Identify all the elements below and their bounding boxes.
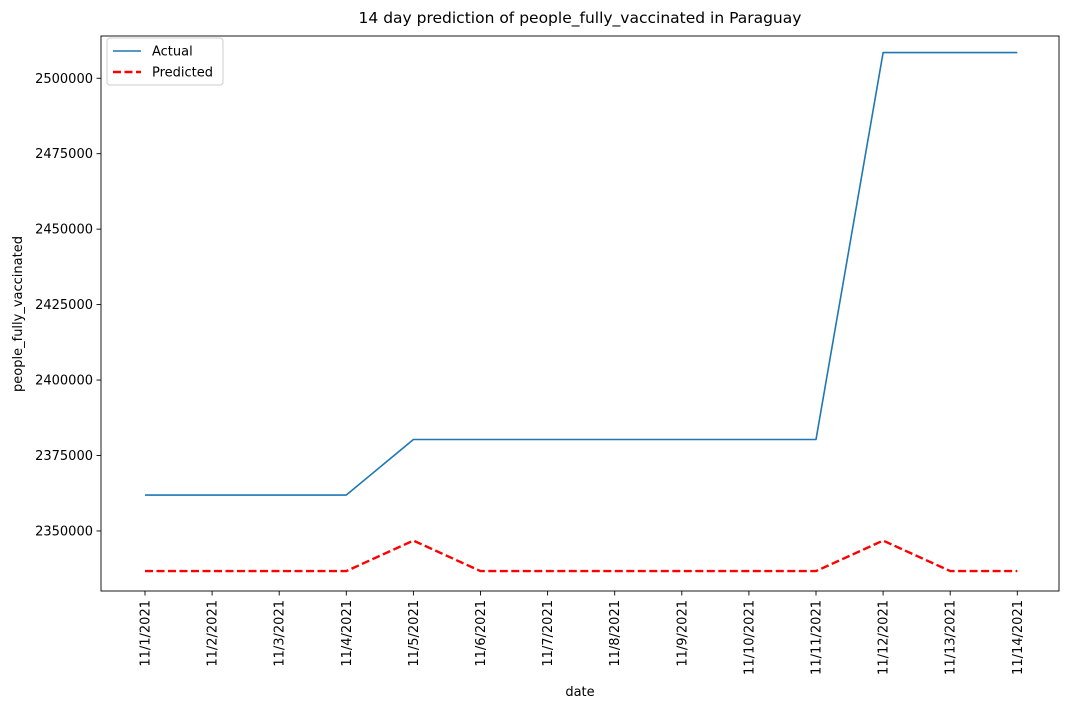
plot-area [145, 51, 1018, 573]
legend-box [106, 37, 224, 86]
x-tick-label: 11/11/2021 [810, 600, 825, 675]
x-tick-label: 11/5/2021 [407, 600, 422, 667]
x-tick-label: 11/1/2021 [139, 600, 154, 667]
x-tick-label: 11/4/2021 [340, 600, 355, 667]
y-tick-label: 2400000 [35, 374, 93, 389]
chart-title: 14 day prediction of people_fully_vaccin… [359, 9, 802, 28]
x-tick-label: 11/10/2021 [742, 600, 757, 675]
y-tick-label: 2450000 [35, 223, 93, 238]
legend: Actual Predicted [106, 37, 224, 86]
axes-frame [100, 35, 1060, 592]
y-tick-label: 2350000 [35, 524, 93, 539]
series-line-predicted [145, 539, 1018, 573]
y-tick-label: 2500000 [35, 72, 93, 87]
x-tick-label: 11/7/2021 [541, 600, 556, 667]
y-tick-label: 2425000 [35, 298, 93, 313]
y-tick-label: 2375000 [35, 449, 93, 464]
x-tick-label: 11/8/2021 [608, 600, 623, 667]
x-tick-label: 11/14/2021 [1011, 600, 1026, 675]
x-tick-label: 11/13/2021 [944, 600, 959, 675]
y-tick-label: 2475000 [35, 147, 93, 162]
x-tick-label: 11/6/2021 [474, 600, 489, 667]
x-tick-label: 11/12/2021 [877, 600, 892, 675]
legend-label-actual: Actual [152, 45, 193, 60]
axes: 2350000 2375000 2400000 2425000 2450000 24750… [35, 35, 1060, 675]
y-axis-label: people_fully_vaccinated [11, 236, 26, 392]
x-tick-label: 11/3/2021 [273, 600, 288, 667]
x-tick-label: 11/2/2021 [206, 600, 221, 667]
legend-label-predicted: Predicted [152, 66, 213, 81]
x-axis-label: date [565, 685, 594, 700]
series-line-actual [145, 51, 1018, 496]
x-tick-label: 11/9/2021 [675, 600, 690, 667]
